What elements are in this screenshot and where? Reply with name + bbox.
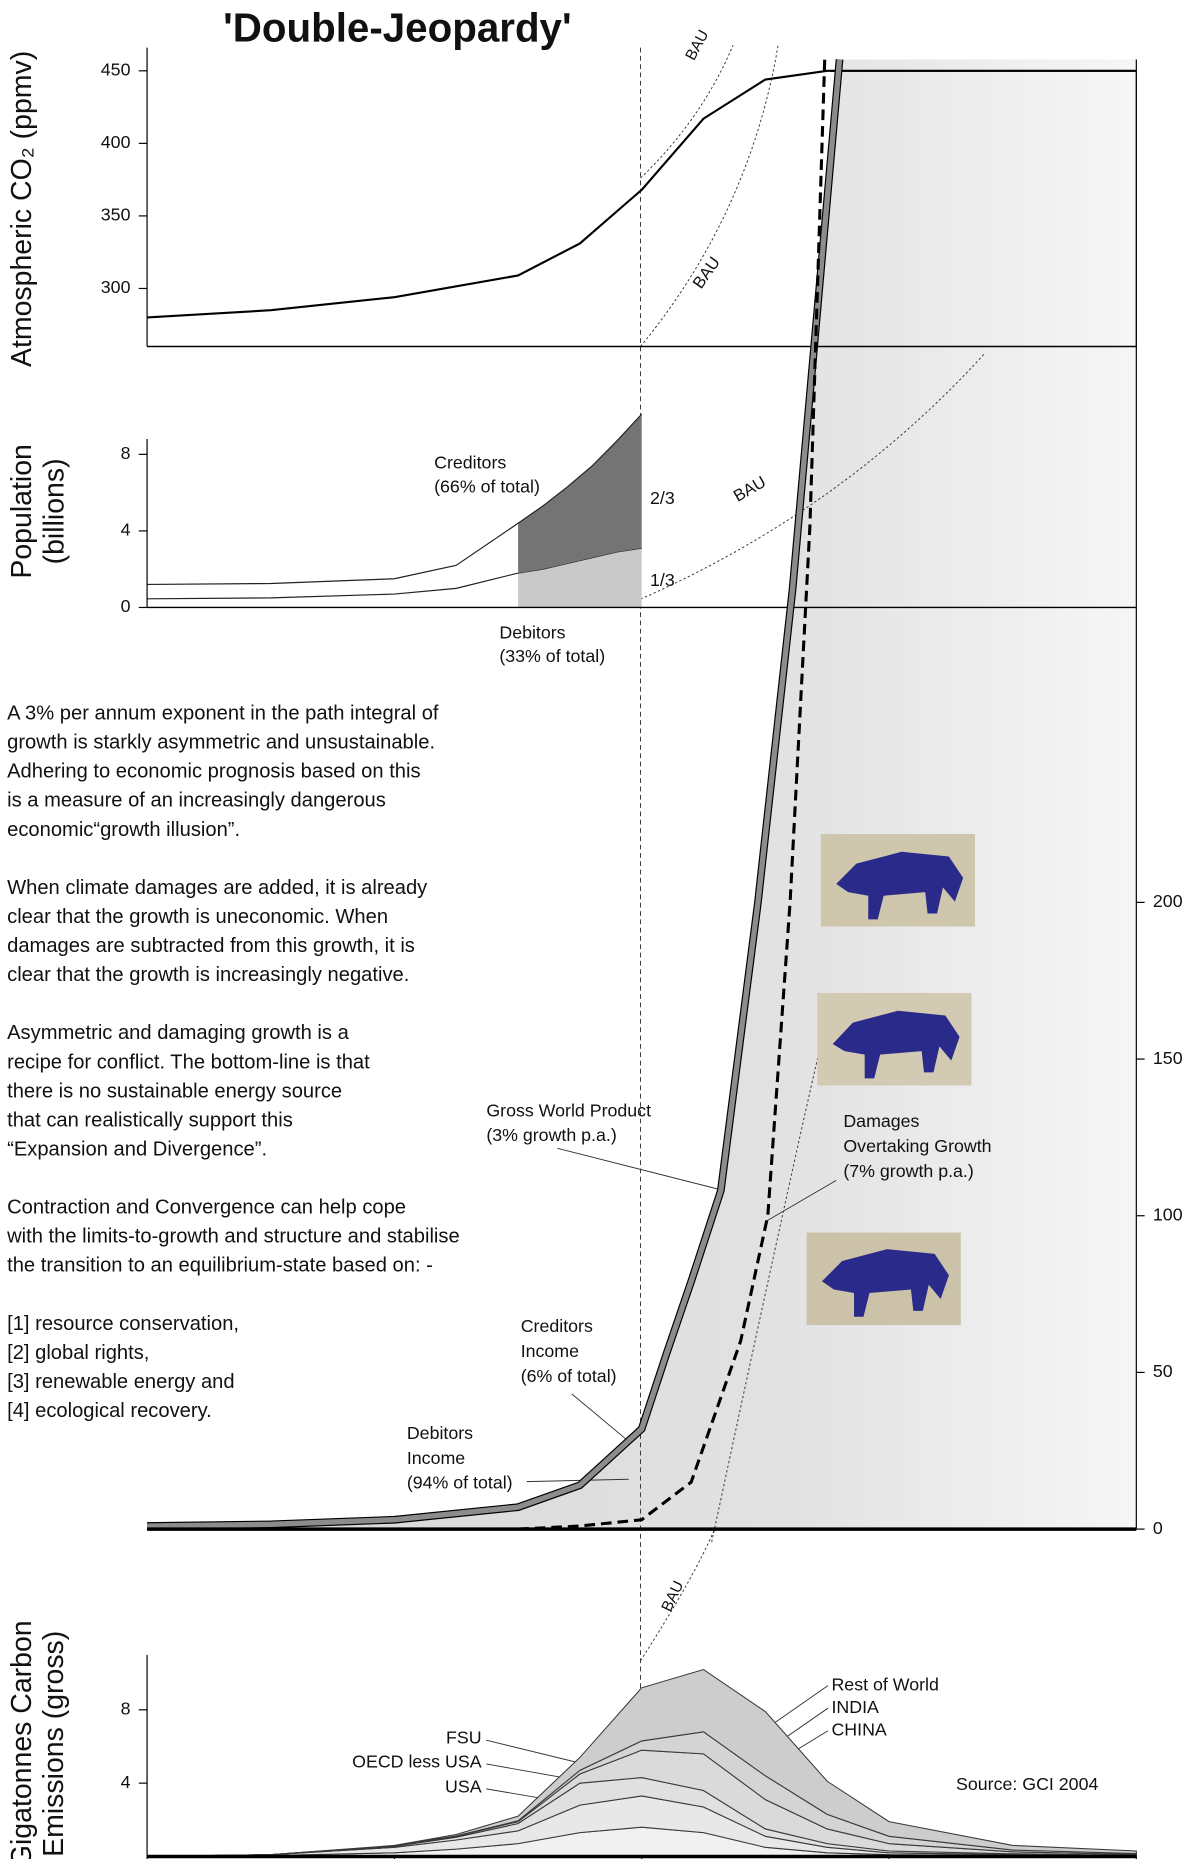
line	[518, 59, 827, 1531]
bau-curve	[640, 45, 779, 347]
body-text: [2] global rights,	[7, 1342, 149, 1364]
line	[147, 69, 1137, 319]
annotation: BAU	[659, 1578, 688, 1614]
annotation: 2/3	[650, 488, 675, 508]
under-layer	[147, 59, 1137, 1530]
body-text: damages are subtracted from this growth,…	[7, 935, 415, 957]
annotation: (7% growth p.a.)	[843, 1161, 973, 1181]
area	[147, 59, 1137, 1530]
y-axis-label: Population	[6, 444, 38, 578]
body-text: A 3% per annum exponent in the path inte…	[7, 703, 439, 725]
legend-label: OECD less USA	[352, 1751, 482, 1771]
bau-curve	[640, 1530, 715, 1662]
annotation: Source: GCI 2004	[956, 1774, 1098, 1794]
area	[518, 548, 642, 608]
legend-label: INDIA	[831, 1697, 879, 1717]
rhino	[821, 1249, 949, 1317]
body-text: [4] ecological recovery.	[7, 1400, 212, 1422]
body-text: growth is starkly asymmetric and unsusta…	[7, 732, 435, 754]
bau-curve	[640, 45, 734, 179]
body-text: Contraction and Convergence can help cop…	[7, 1197, 406, 1219]
body-text: Adhering to economic prognosis based on …	[7, 761, 420, 783]
y-tick-label: 350	[101, 205, 131, 225]
annotation: Gross World Product	[486, 1100, 651, 1120]
annotation: Overtaking Growth	[843, 1136, 991, 1156]
line	[147, 59, 843, 1529]
rhino	[836, 851, 964, 920]
annotation: (3% growth p.a.)	[486, 1125, 616, 1145]
leader	[557, 1147, 722, 1191]
annotation: 1/3	[650, 570, 675, 590]
annotation: Creditors	[521, 1316, 593, 1336]
body-text: clear that the growth is increasingly ne…	[7, 964, 409, 986]
rhino-photo	[806, 1232, 961, 1326]
y-tick-label: 8	[121, 1699, 131, 1719]
y-tick-label: 200	[1153, 891, 1183, 911]
legend-label: CHINA	[831, 1719, 886, 1739]
annotation: BAU	[689, 253, 724, 292]
body-text: with the limits-to-growth and structure …	[6, 1226, 460, 1248]
leader	[764, 1179, 837, 1223]
annotation: (66% of total)	[434, 476, 540, 496]
y-tick-label: 300	[101, 277, 131, 297]
line	[147, 547, 642, 600]
y-axis-label: Emissions (gross)	[38, 1631, 70, 1857]
body-text: clear that the growth is uneconomic. Whe…	[7, 906, 388, 928]
y-axis-label: Gigatonnes Carbon	[6, 1620, 38, 1859]
annotation: Damages	[843, 1111, 919, 1131]
area	[518, 414, 642, 574]
y-tick-label: 4	[121, 520, 131, 540]
body-text: recipe for conflict. The bottom-line is …	[7, 1051, 370, 1073]
annotation: BAU	[730, 472, 769, 506]
y-tick-label: 0	[1153, 1518, 1163, 1538]
bau-curve	[640, 353, 985, 600]
annotation: (33% of total)	[499, 646, 605, 666]
body-text: the transition to an equilibrium-state b…	[7, 1255, 433, 1277]
body-text: “Expansion and Divergence”.	[7, 1138, 267, 1160]
rhino	[832, 1010, 960, 1079]
body-text: [1] resource conservation,	[7, 1313, 239, 1335]
y-axis-label: (billions)	[38, 458, 70, 564]
annotation: Debitors	[499, 622, 565, 642]
leader	[486, 1739, 589, 1766]
y-tick-label: 400	[101, 132, 131, 152]
rhino-photo	[820, 834, 976, 927]
rhino-photo	[817, 992, 972, 1086]
annotation: Creditors	[434, 453, 506, 473]
y-tick-label: 100	[1153, 1204, 1183, 1224]
legend-label: USA	[445, 1776, 482, 1796]
page-title: 'Double-Jeopardy'	[223, 5, 571, 51]
legend-label: Rest of World	[831, 1674, 938, 1694]
body-text: economic“growth illusion”.	[7, 819, 240, 841]
annotation: (94% of total)	[407, 1473, 513, 1493]
annotation: Income	[521, 1341, 579, 1361]
y-tick-label: 4	[121, 1772, 131, 1792]
area	[147, 1668, 1137, 1858]
body-text: When climate damages are added, it is al…	[7, 877, 428, 899]
y-tick-label: 150	[1153, 1048, 1183, 1068]
body-text: that can realistically support this	[7, 1109, 293, 1131]
y-tick-label: 450	[101, 60, 131, 80]
body-text: is a measure of an increasingly dangerou…	[7, 790, 386, 812]
annotation: (6% of total)	[521, 1366, 617, 1386]
bau-curve	[711, 1043, 822, 1543]
y-tick-label: 50	[1153, 1361, 1173, 1381]
y-axis-label: Atmospheric CO₂ (ppmv)	[6, 51, 38, 367]
y-tick-label: 0	[121, 596, 131, 616]
legend-label: FSU	[446, 1728, 482, 1748]
line	[147, 413, 643, 586]
annotation: Income	[407, 1448, 465, 1468]
body-text: Asymmetric and damaging growth is a	[7, 1022, 349, 1044]
body-text: there is no sustainable energy source	[7, 1080, 342, 1102]
annotation: BAU	[682, 27, 712, 63]
y-tick-label: 8	[121, 443, 131, 463]
leader	[571, 1393, 629, 1442]
leader	[526, 1478, 629, 1483]
annotation: Debitors	[407, 1423, 473, 1443]
body-text: [3] renewable energy and	[7, 1371, 234, 1393]
